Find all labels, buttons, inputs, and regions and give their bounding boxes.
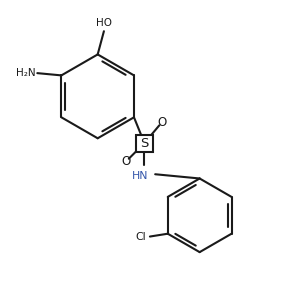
Text: O: O [121, 155, 131, 168]
Text: Cl: Cl [135, 231, 146, 242]
Text: H₂N: H₂N [16, 68, 36, 78]
Text: HN: HN [132, 171, 148, 181]
Text: HO: HO [96, 18, 112, 28]
Text: O: O [157, 116, 167, 129]
FancyBboxPatch shape [136, 135, 153, 152]
Text: S: S [140, 137, 149, 150]
